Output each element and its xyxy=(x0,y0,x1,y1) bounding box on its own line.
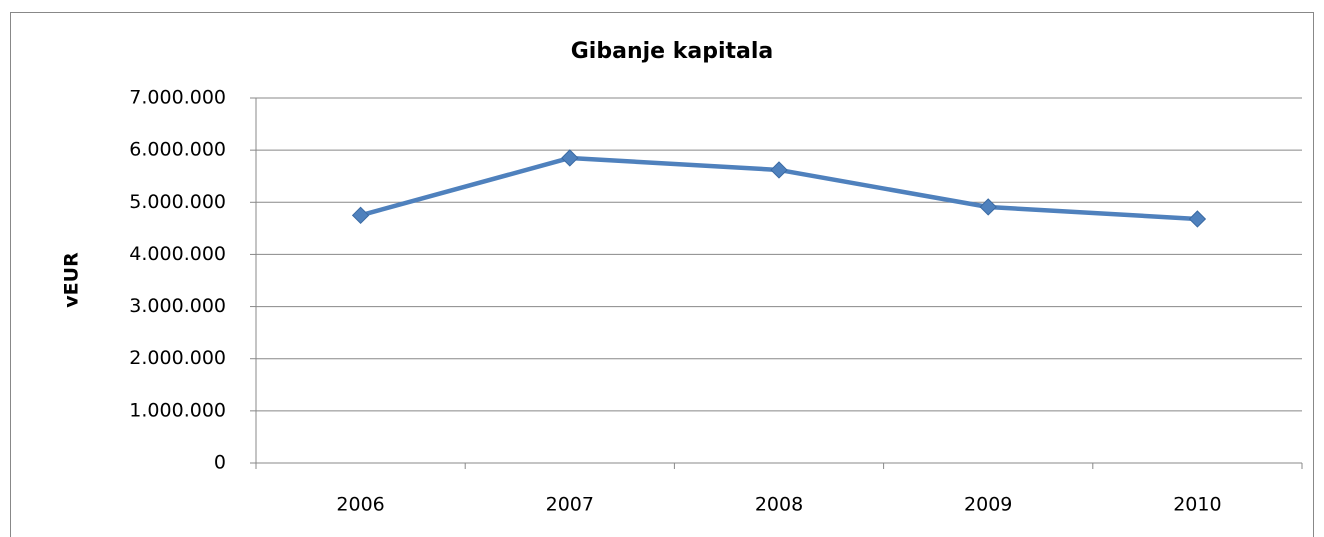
y-tick-label: 6.000.000 xyxy=(129,139,226,161)
y-tick-label: 1.000.000 xyxy=(129,399,226,421)
chart-frame xyxy=(10,12,1314,537)
x-tick-label: 2008 xyxy=(755,494,803,516)
chart-title: Gibanje kapitala xyxy=(571,39,774,64)
y-tick-label: 3.000.000 xyxy=(129,295,226,317)
y-tick-label: 7.000.000 xyxy=(129,87,226,109)
data-point xyxy=(561,149,579,167)
y-tick-label: 0 xyxy=(214,452,226,474)
x-tick-label: 2009 xyxy=(964,494,1012,516)
y-tick-label: 2.000.000 xyxy=(129,347,226,369)
x-tick-label: 2006 xyxy=(336,494,384,516)
y-tick-label: 5.000.000 xyxy=(129,191,226,213)
data-point xyxy=(770,161,788,179)
y-tick-label: 4.000.000 xyxy=(129,243,226,265)
x-tick-label: 2010 xyxy=(1173,494,1221,516)
data-point xyxy=(351,206,370,225)
data-point xyxy=(1188,210,1207,228)
y-axis-label: vEUR xyxy=(61,252,83,308)
x-tick-label: 2007 xyxy=(546,494,594,516)
data-point xyxy=(979,198,997,216)
